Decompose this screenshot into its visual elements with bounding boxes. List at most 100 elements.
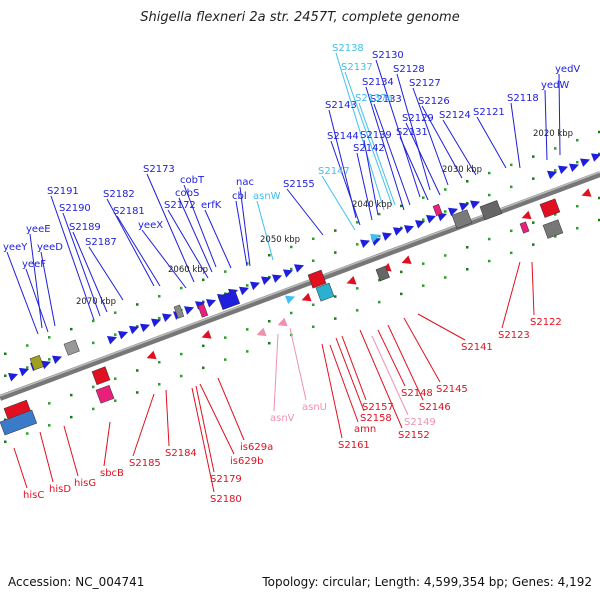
gene-label: S2124 <box>439 110 471 121</box>
gene-label: S2157 <box>362 402 394 413</box>
gene-label: S2187 <box>85 237 117 248</box>
gene-label: S2131 <box>396 127 428 138</box>
reverse-gene-box <box>432 203 443 217</box>
reverse-gene-arrow <box>201 330 212 339</box>
forward-gene-box <box>0 409 38 436</box>
reverse-gene-box <box>197 303 209 318</box>
gene-label: S2128 <box>393 64 425 75</box>
gene-label: S2134 <box>362 77 394 88</box>
gene-label: S2190 <box>59 203 91 214</box>
gene-label: yeeD <box>37 242 63 253</box>
gene-label: S2182 <box>103 189 135 200</box>
axis-tick-label: 2070 kbp <box>76 297 116 307</box>
gene-label: S2137a <box>355 93 393 104</box>
forward-gene-arrow <box>569 163 580 173</box>
reverse-gene-arrow <box>146 350 157 360</box>
trna-box <box>315 282 335 302</box>
gene-label: cbl <box>232 191 247 202</box>
gene-label: S2185 <box>129 458 161 469</box>
gene-label: hisD <box>49 484 71 495</box>
rna-arrow <box>256 327 267 337</box>
gene-label: hisG <box>74 478 96 489</box>
gene-label: yeeY <box>3 242 28 253</box>
reverse-gene-arrow <box>301 292 312 302</box>
gene-label: amn <box>354 424 376 435</box>
forward-gene-arrow <box>206 299 217 308</box>
gene-label: nac <box>236 177 254 188</box>
gene-label: S2172 <box>164 200 196 211</box>
genome-title: Shigella flexneri 2a str. 2457T, complet… <box>140 10 460 25</box>
pseudogene-box <box>173 304 185 319</box>
reverse-gene-arrow <box>346 276 357 285</box>
reverse-gene-box <box>91 366 111 386</box>
gene-label: S2146 <box>419 402 451 413</box>
gene-label: S2143 <box>325 100 357 111</box>
forward-gene-arrow <box>547 170 558 180</box>
gene-label: S2127 <box>409 78 441 89</box>
forward-gene-arrow <box>19 367 30 377</box>
gene-label: yedV <box>555 64 580 75</box>
gene-label: S2184 <box>165 448 197 459</box>
forward-gene-arrow <box>360 239 371 249</box>
forward-gene-arrow <box>294 264 305 273</box>
gene-label: S2173 <box>143 164 175 175</box>
gene-label: S2180 <box>210 494 242 505</box>
gene-label: yedW <box>541 80 569 91</box>
forward-gene-arrow <box>448 207 459 217</box>
reverse-gene-arrow <box>581 188 592 197</box>
accession-text: Accession: NC_004741 <box>8 575 145 589</box>
gene-label: S2139 <box>360 130 392 141</box>
reverse-gene-box <box>519 221 530 234</box>
forward-gene-arrow <box>415 220 426 229</box>
forward-gene-arrow <box>140 323 151 333</box>
axis-tick-labels: 2030 kbp 2040 kbp 2050 kbp 2060 kbp 2070 kbp… <box>76 129 573 307</box>
gene-label: S2191 <box>47 186 79 197</box>
gene-label: S2144 <box>327 131 359 142</box>
gene-label: S2122 <box>530 317 562 328</box>
forward-gene-arrow <box>261 276 272 285</box>
gene-label: is629a <box>240 442 273 453</box>
gene-label: S2181 <box>113 206 145 217</box>
trna-arrow <box>285 295 296 305</box>
gene-features <box>0 153 600 436</box>
rna-arrow <box>277 317 288 327</box>
forward-gene-arrow <box>272 274 283 283</box>
axis-tick-label: 2050 kbp <box>260 235 300 245</box>
forward-gene-arrow <box>558 165 569 175</box>
trna-arrow <box>370 233 381 243</box>
forward-gene-arrow <box>591 153 600 162</box>
forward-gene-box <box>217 289 241 311</box>
reverse-gene-arrow <box>401 255 412 264</box>
reverse-gene-box <box>539 198 561 218</box>
gene-label: S2179 <box>210 474 242 485</box>
gene-label: S2137 <box>341 62 373 73</box>
forward-gene-arrow <box>283 269 294 278</box>
forward-gene-arrow <box>580 158 591 167</box>
forward-gene-arrow <box>239 286 250 296</box>
gene-label: S2145 <box>436 384 468 395</box>
forward-gene-arrow <box>41 360 52 370</box>
gene-label: S2141 <box>461 342 493 353</box>
gene-label: S2133 <box>370 94 402 105</box>
gene-label: S2158 <box>360 413 392 424</box>
reverse-gene-arrow <box>521 210 532 220</box>
gene-label: yeeX <box>138 220 163 231</box>
forward-gene-arrow <box>107 336 118 345</box>
gene-label: sbcB <box>100 468 124 479</box>
forward-gene-arrow <box>459 202 470 212</box>
pseudogene-box <box>63 339 80 356</box>
pseudogene-box <box>479 200 503 221</box>
forward-gene-arrow <box>8 373 19 382</box>
reverse-gene-box <box>307 269 327 289</box>
gene-label: S2126 <box>418 96 450 107</box>
gene-label: S2189 <box>69 222 101 233</box>
genome-stats-text: Topology: circular; Length: 4,599,354 bp… <box>262 575 592 589</box>
forward-gene-arrow <box>437 212 448 222</box>
gene-label: asnU <box>302 402 327 413</box>
gene-label: S2130 <box>372 50 404 61</box>
gene-label: S2161 <box>338 440 370 451</box>
gene-label: S2142 <box>353 143 385 154</box>
pseudogene-box <box>451 209 473 229</box>
forward-gene-arrow <box>250 281 261 291</box>
gene-label: S2123 <box>498 330 530 341</box>
